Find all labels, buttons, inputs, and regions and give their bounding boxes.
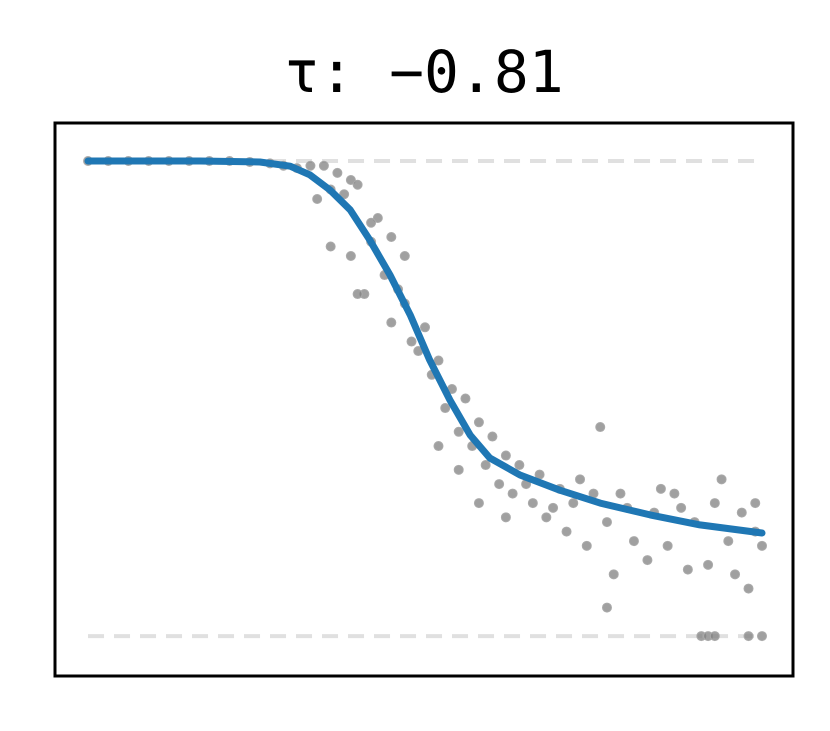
data-point — [655, 483, 666, 494]
data-point — [595, 422, 606, 433]
data-point — [312, 194, 323, 205]
data-point — [372, 213, 383, 224]
data-point — [709, 498, 720, 509]
data-point — [399, 251, 410, 262]
data-point — [345, 251, 356, 262]
data-point — [548, 502, 559, 513]
data-point — [743, 583, 754, 594]
data-point — [703, 559, 714, 570]
data-point — [514, 460, 525, 471]
data-point — [601, 517, 612, 528]
data-point — [608, 569, 619, 580]
data-point — [723, 536, 734, 547]
data-point — [730, 569, 741, 580]
data-point — [561, 526, 572, 537]
data-point — [601, 602, 612, 613]
data-point — [460, 393, 471, 404]
data-point — [473, 498, 484, 509]
data-point — [568, 498, 579, 509]
data-point — [669, 488, 680, 499]
data-point — [756, 631, 767, 642]
data-point — [500, 450, 511, 461]
data-point — [325, 241, 336, 252]
data-point — [406, 336, 417, 347]
plot-frame — [53, 121, 795, 678]
data-point — [628, 536, 639, 547]
data-point — [750, 498, 761, 509]
data-point — [352, 179, 363, 190]
data-point — [366, 217, 377, 228]
data-point — [615, 488, 626, 499]
data-point — [473, 417, 484, 428]
data-point — [716, 474, 727, 485]
data-point — [756, 540, 767, 551]
data-point — [682, 564, 693, 575]
data-point — [743, 631, 754, 642]
data-point — [676, 502, 687, 513]
data-point — [642, 555, 653, 566]
data-point — [662, 540, 673, 551]
data-point — [433, 355, 444, 366]
data-point — [453, 426, 464, 437]
data-point — [494, 479, 505, 490]
data-point — [453, 464, 464, 475]
data-point — [352, 289, 363, 300]
data-point — [339, 189, 350, 200]
data-point — [527, 498, 538, 509]
data-point — [581, 540, 592, 551]
fit-curve — [84, 157, 766, 537]
data-point — [318, 160, 329, 171]
data-point — [386, 232, 397, 243]
data-point — [345, 175, 356, 186]
data-point — [541, 512, 552, 523]
data-point — [440, 403, 451, 414]
data-point — [420, 322, 431, 333]
data-point — [500, 512, 511, 523]
data-point — [507, 488, 518, 499]
data-point — [433, 441, 444, 452]
data-point — [487, 431, 498, 442]
data-point — [736, 507, 747, 518]
data-point — [709, 631, 720, 642]
data-point — [305, 160, 316, 171]
chart-title: τ: −0.81 — [284, 38, 563, 106]
data-point — [575, 474, 586, 485]
data-point — [386, 317, 397, 328]
data-point — [332, 167, 343, 178]
data-point — [480, 460, 491, 471]
